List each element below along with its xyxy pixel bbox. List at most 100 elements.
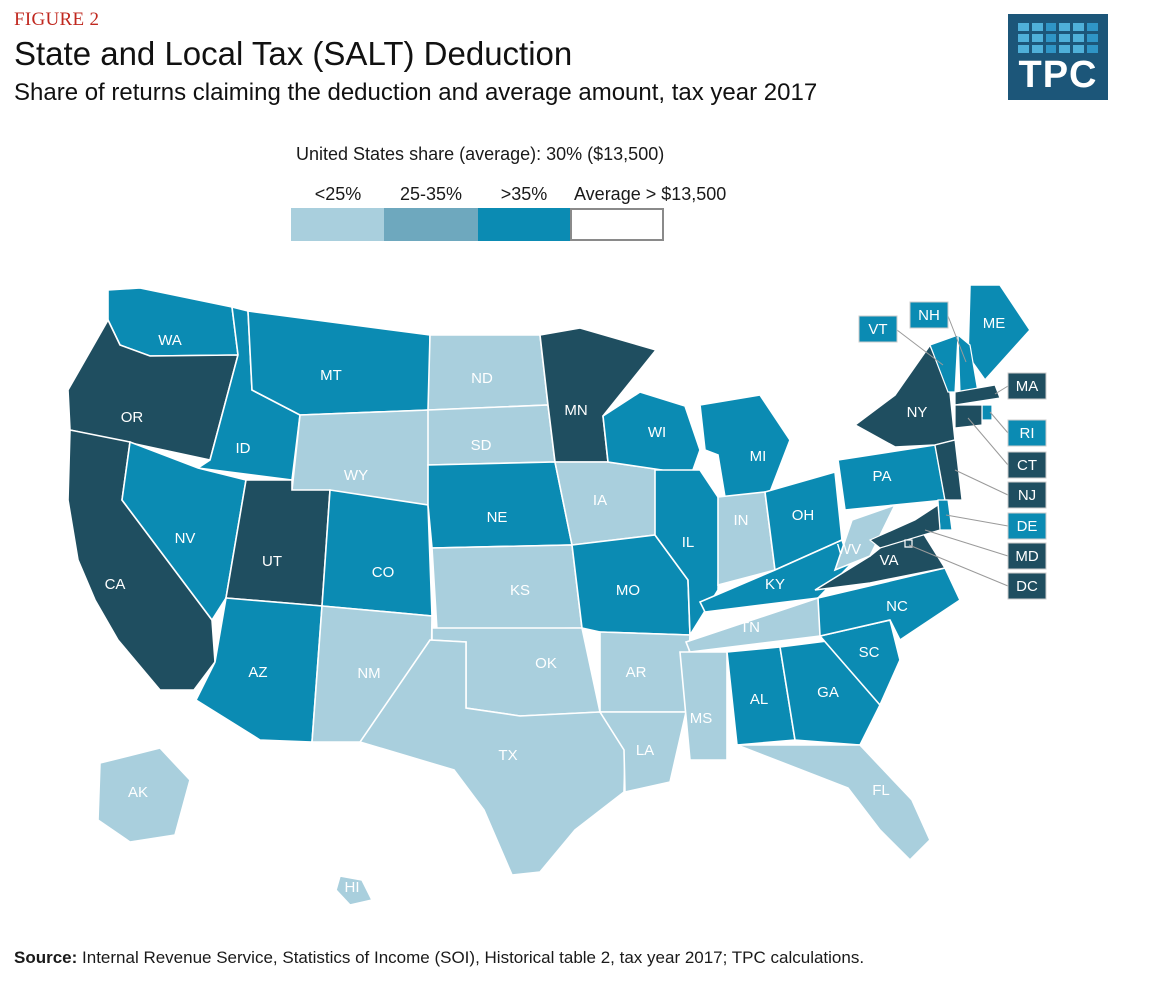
state-label-nc: NC bbox=[886, 598, 908, 615]
state-label-nj: NJ bbox=[1018, 487, 1036, 504]
state-fl bbox=[736, 744, 931, 862]
source-note: Source: Internal Revenue Service, Statis… bbox=[14, 948, 864, 968]
source-label: Source: bbox=[14, 948, 78, 967]
state-ky bbox=[698, 538, 851, 613]
legend-swatch-high bbox=[478, 208, 570, 241]
state-label-oh: OH bbox=[792, 507, 815, 524]
state-nj bbox=[934, 439, 963, 501]
state-label-ri: RI bbox=[1020, 425, 1035, 442]
state-ak bbox=[97, 747, 191, 843]
state-tx bbox=[358, 639, 627, 876]
state-label-ks: KS bbox=[510, 582, 530, 599]
state-label-hi: HI bbox=[345, 879, 360, 896]
state-label-ca: CA bbox=[105, 576, 126, 593]
legend-swatch-low bbox=[291, 208, 384, 241]
callout-line-nj bbox=[954, 469, 1009, 496]
state-label-sd: SD bbox=[471, 437, 492, 454]
state-label-ct: CT bbox=[1017, 457, 1037, 474]
state-label-ne: NE bbox=[487, 509, 508, 526]
state-label-al: AL bbox=[750, 691, 768, 708]
callout-box-de bbox=[1007, 512, 1047, 540]
callout-line-dc bbox=[908, 544, 1009, 587]
callout-line-vt bbox=[896, 329, 944, 366]
callout-box-md bbox=[1007, 542, 1047, 570]
state-label-vt: VT bbox=[868, 321, 887, 338]
state-label-ut: UT bbox=[262, 553, 282, 570]
state-label-dc: DC bbox=[1016, 578, 1038, 595]
state-label-pa: PA bbox=[873, 468, 892, 485]
state-label-nm: NM bbox=[357, 665, 380, 682]
state-sd bbox=[427, 404, 556, 466]
state-label-ny: NY bbox=[907, 404, 928, 421]
state-label-in: IN bbox=[734, 512, 749, 529]
callout-line-ma bbox=[994, 385, 1009, 395]
state-ia bbox=[554, 461, 663, 546]
state-ks bbox=[431, 544, 583, 631]
callout-line-nh bbox=[947, 315, 967, 363]
state-label-wy: WY bbox=[344, 467, 368, 484]
state-label-sc: SC bbox=[859, 644, 880, 661]
callout-box-dc bbox=[1007, 572, 1047, 600]
state-la bbox=[598, 711, 688, 793]
callout-line-de bbox=[945, 514, 1009, 527]
state-label-nv: NV bbox=[175, 530, 196, 547]
legend-label-high: >35% bbox=[500, 184, 548, 204]
callout-box-ri bbox=[1007, 419, 1047, 447]
state-label-ga: GA bbox=[817, 684, 839, 701]
legend-caption: United States share (average): 30% ($13,… bbox=[296, 144, 665, 164]
legend-swatch-mid bbox=[384, 208, 478, 241]
state-ne bbox=[427, 461, 573, 549]
source-text: Internal Revenue Service, Statistics of … bbox=[77, 948, 865, 967]
callout-line-ri bbox=[989, 411, 1009, 434]
callout-box-ma bbox=[1007, 372, 1047, 400]
state-label-me: ME bbox=[983, 315, 1006, 332]
callout-box-vt bbox=[858, 315, 898, 343]
state-label-fl: FL bbox=[872, 782, 890, 799]
state-label-or: OR bbox=[121, 409, 144, 426]
figure-label: FIGURE 2 bbox=[14, 9, 100, 30]
state-wi bbox=[602, 391, 701, 486]
callout-box-nj bbox=[1007, 481, 1047, 509]
state-ma bbox=[954, 384, 1001, 406]
us-state-map: WA OR CA ID NV MT WY UT AZ CO NM ND SD NE KS OK TX MN IA MO… bbox=[67, 284, 1047, 906]
state-label-la: LA bbox=[636, 742, 654, 759]
state-label-ms: MS bbox=[690, 710, 713, 727]
state-label-nh: NH bbox=[918, 307, 940, 324]
state-label-ky: KY bbox=[765, 576, 785, 593]
state-label-mn: MN bbox=[564, 402, 587, 419]
state-label-mo: MO bbox=[616, 582, 640, 599]
state-co bbox=[321, 489, 433, 617]
state-label-ok: OK bbox=[535, 655, 557, 672]
legend-label-average: Average > $13,500 bbox=[574, 184, 727, 204]
state-label-nd: ND bbox=[471, 370, 493, 387]
state-pa bbox=[837, 444, 946, 511]
state-ny bbox=[853, 343, 956, 448]
state-label-wi: WI bbox=[648, 424, 666, 441]
state-label-va: VA bbox=[880, 552, 899, 569]
state-me bbox=[967, 284, 1032, 382]
chart-title: State and Local Tax (SALT) Deduction bbox=[14, 35, 573, 72]
callout-line-ct bbox=[967, 417, 1009, 466]
state-ct bbox=[954, 404, 983, 429]
callout-box-nh bbox=[909, 301, 949, 329]
state-label-il: IL bbox=[682, 534, 695, 551]
state-label-co: CO bbox=[372, 564, 395, 581]
callout-box-ct bbox=[1007, 451, 1047, 479]
state-label-md: MD bbox=[1015, 548, 1038, 565]
state-label-ia: IA bbox=[593, 492, 607, 509]
state-label-tx: TX bbox=[498, 747, 517, 764]
logo-grid-icon bbox=[1018, 23, 1098, 53]
logo-text: TPC bbox=[1018, 54, 1098, 96]
legend-swatch-average bbox=[570, 208, 664, 241]
state-label-id: ID bbox=[236, 440, 251, 457]
state-il bbox=[654, 469, 721, 638]
legend-label-low: <25% bbox=[314, 184, 362, 204]
state-label-wa: WA bbox=[158, 332, 182, 349]
state-mt bbox=[247, 310, 431, 416]
state-md bbox=[868, 503, 941, 549]
state-label-mi: MI bbox=[750, 448, 767, 465]
callout-line-md bbox=[924, 529, 1009, 557]
state-label-de: DE bbox=[1017, 518, 1038, 535]
tpc-logo: TPC bbox=[1008, 14, 1108, 100]
state-label-az: AZ bbox=[248, 664, 267, 681]
